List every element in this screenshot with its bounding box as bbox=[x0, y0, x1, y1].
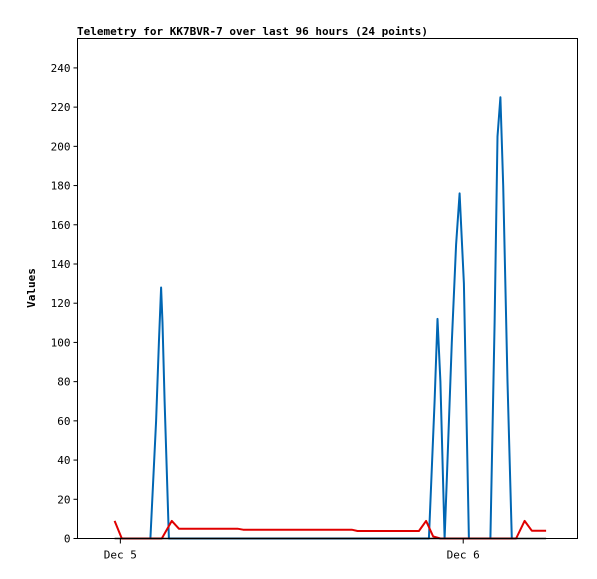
y-tick-label: 160 bbox=[51, 219, 71, 232]
y-tick-label: 80 bbox=[57, 376, 70, 389]
y-tick-label: 200 bbox=[51, 140, 71, 153]
series-layer bbox=[113, 96, 547, 540]
series-line-1 bbox=[149, 96, 513, 540]
x-axis: Dec 5 Dec 6 bbox=[104, 538, 480, 562]
y-tick-label: 60 bbox=[57, 415, 70, 428]
y-tick-label: 120 bbox=[51, 297, 71, 310]
y-tick-label: 220 bbox=[51, 101, 71, 114]
y-axis: 0 20 40 60 80 100 120 140 160 180 200 220 240 bbox=[51, 62, 78, 546]
x-tick-label: Dec 6 bbox=[447, 549, 480, 562]
x-tick-label: Dec 5 bbox=[104, 549, 137, 562]
y-tick-label: 180 bbox=[51, 180, 71, 193]
plot-area-frame bbox=[77, 38, 578, 539]
y-axis-label: Values bbox=[25, 268, 38, 308]
y-tick-label: 0 bbox=[64, 533, 71, 546]
y-tick-label: 20 bbox=[57, 493, 70, 506]
chart-title: Telemetry for KK7BVR-7 over last 96 hour… bbox=[77, 25, 428, 38]
y-tick-label: 40 bbox=[57, 454, 70, 467]
y-tick-label: 100 bbox=[51, 336, 71, 349]
y-tick-label: 240 bbox=[51, 62, 71, 75]
y-tick-label: 140 bbox=[51, 258, 71, 271]
